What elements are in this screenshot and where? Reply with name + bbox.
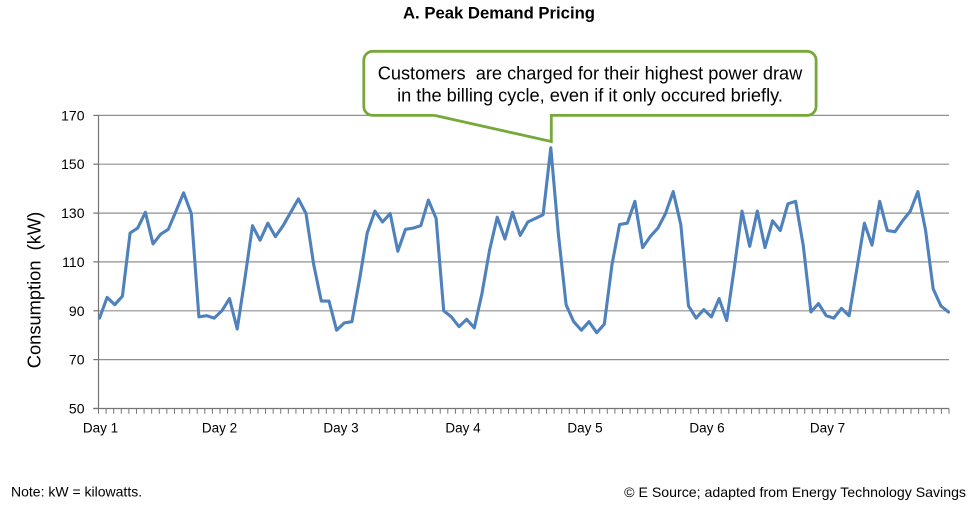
svg-text:150: 150 — [61, 156, 85, 172]
svg-text:Day 6: Day 6 — [689, 421, 724, 436]
svg-text:Note: kW = kilowatts.: Note: kW = kilowatts. — [11, 483, 142, 499]
svg-text:Day 1: Day 1 — [83, 421, 118, 436]
svg-text:© E Source; adapted from Energ: © E Source; adapted from Energy Technolo… — [624, 484, 966, 500]
svg-text:Day 2: Day 2 — [202, 421, 237, 436]
svg-text:130: 130 — [61, 205, 85, 221]
svg-text:Day 7: Day 7 — [810, 421, 845, 436]
svg-text:90: 90 — [69, 303, 85, 319]
svg-text:Customers are charged for the: Customers are charged for their highest … — [378, 64, 803, 84]
svg-text:Day 4: Day 4 — [445, 421, 481, 436]
svg-text:in the billing cycle, even if: in the billing cycle, even if it only oc… — [397, 86, 783, 106]
svg-text:Day 3: Day 3 — [323, 421, 358, 436]
svg-text:Day 5: Day 5 — [567, 421, 602, 436]
svg-text:170: 170 — [61, 107, 85, 123]
svg-text:110: 110 — [62, 254, 85, 270]
svg-text:70: 70 — [69, 352, 85, 368]
svg-text:50: 50 — [69, 401, 85, 417]
svg-text:A. Peak Demand Pricing: A. Peak Demand Pricing — [403, 4, 595, 23]
svg-text:Consumption (kW): Consumption (kW) — [24, 212, 45, 368]
